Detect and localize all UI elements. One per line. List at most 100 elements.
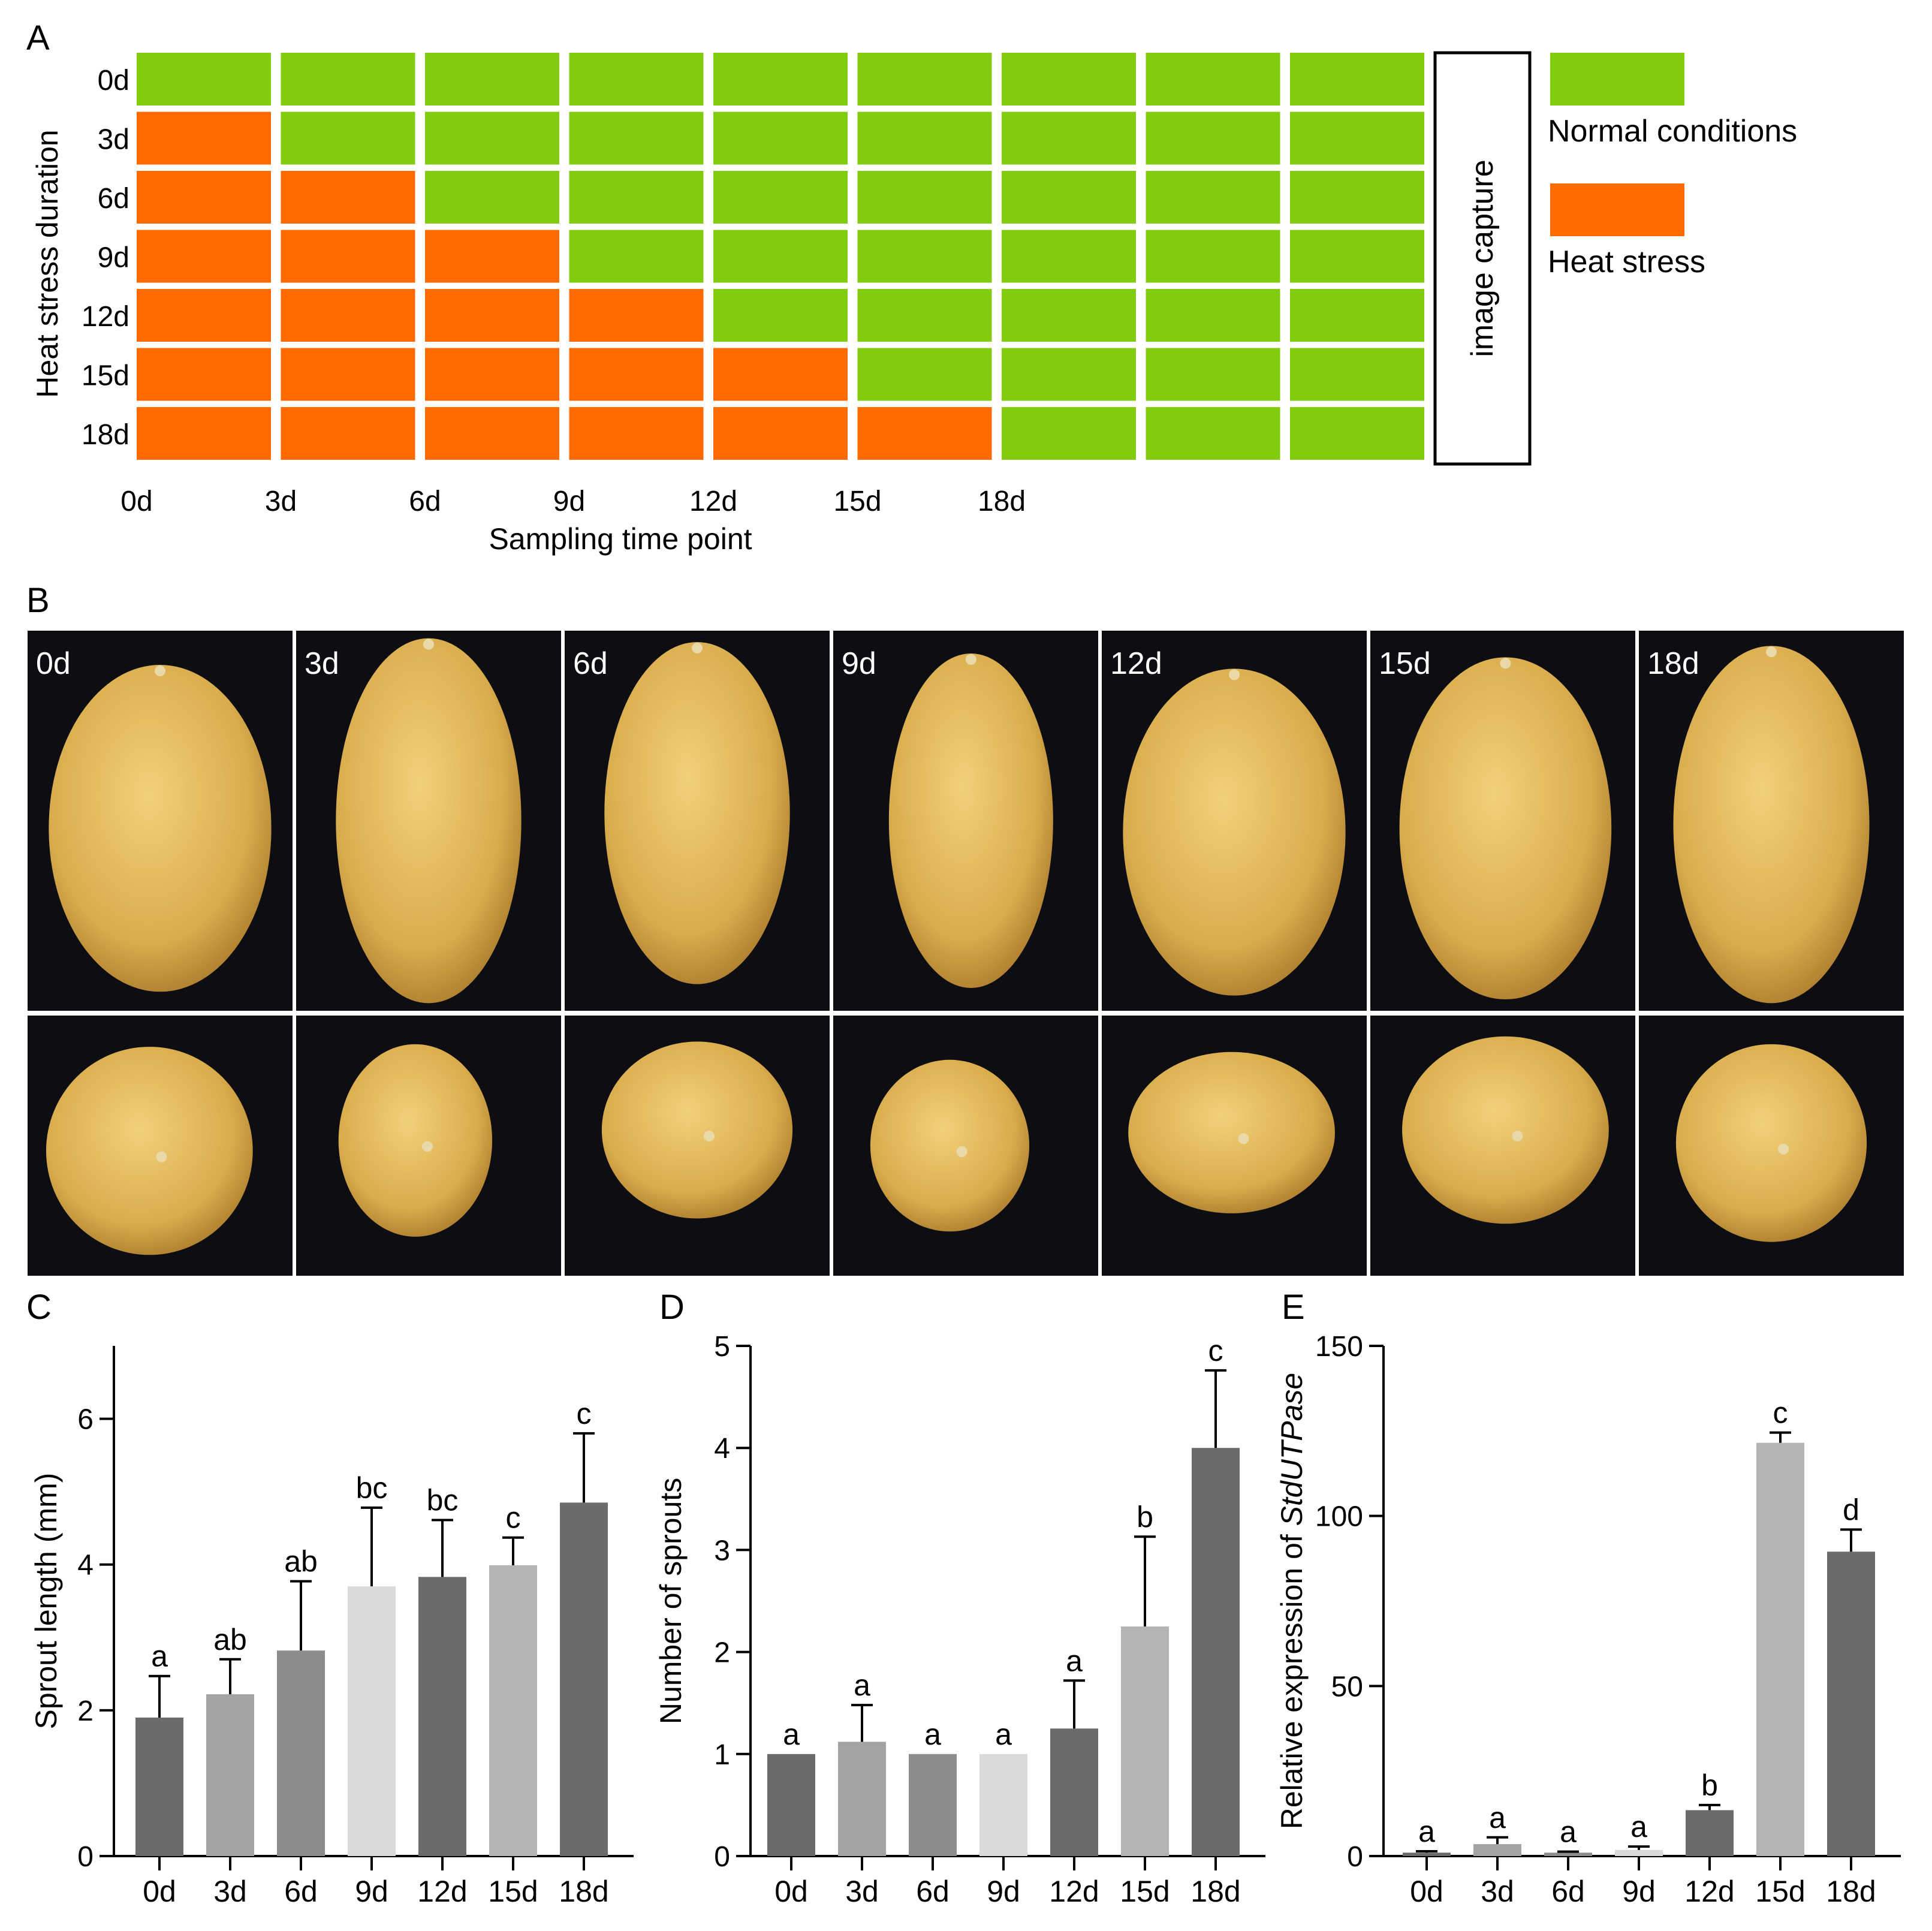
normal-cell bbox=[857, 112, 992, 165]
row-label: 3d bbox=[98, 124, 129, 156]
bar-0d bbox=[135, 1718, 183, 1856]
significance-letter: b bbox=[1137, 1500, 1153, 1534]
bar-3d bbox=[1473, 1844, 1521, 1856]
potato-tuber bbox=[604, 642, 790, 984]
bar-6d bbox=[277, 1650, 325, 1856]
x-tick-label: 3d bbox=[1481, 1875, 1514, 1908]
potato-tuber bbox=[1128, 1052, 1335, 1213]
heat-cell bbox=[137, 230, 271, 283]
potato-tuber bbox=[1399, 657, 1612, 999]
x-tick-label: 6d bbox=[1551, 1875, 1585, 1908]
row-label: 18d bbox=[82, 419, 129, 451]
normal-cell bbox=[713, 289, 848, 342]
x-tick-label: 15d bbox=[488, 1875, 538, 1908]
normal-cell bbox=[713, 53, 848, 106]
normal-cell bbox=[569, 53, 704, 106]
potato-tuber bbox=[888, 653, 1053, 988]
sprout bbox=[156, 1151, 167, 1162]
photo-day-label: 9d bbox=[842, 646, 876, 681]
significance-letter: a bbox=[151, 1640, 168, 1673]
bar-18d bbox=[1192, 1448, 1240, 1856]
photo-day-label: 15d bbox=[1379, 646, 1431, 681]
heat-cell bbox=[569, 348, 704, 401]
y-tick-label: 4 bbox=[77, 1550, 94, 1581]
normal-cell bbox=[1146, 407, 1280, 460]
significance-letter: c bbox=[506, 1501, 521, 1535]
significance-letter: b bbox=[1701, 1769, 1718, 1802]
normal-cell bbox=[1146, 112, 1280, 165]
normal-cell bbox=[569, 230, 704, 283]
sprout bbox=[1512, 1130, 1523, 1141]
bar-6d bbox=[909, 1754, 957, 1856]
sprout bbox=[1229, 669, 1240, 680]
heat-cell bbox=[281, 407, 415, 460]
normal-cell bbox=[713, 171, 848, 224]
y-tick-label: 4 bbox=[714, 1433, 730, 1465]
y-tick-label: 6 bbox=[77, 1404, 94, 1436]
x-tick-label: 18d bbox=[1190, 1875, 1240, 1908]
sprout-number-chart: D 0 1 2 3 4 5 a 0d a 3d a 6d a 9d a 12d b 15d c 18d Number of… bbox=[654, 1288, 1265, 1908]
legend-swatch bbox=[1550, 183, 1684, 236]
heat-cell bbox=[281, 348, 415, 401]
y-tick-label: 150 bbox=[1315, 1331, 1363, 1363]
y-axis-title: Relative expression of StdUTPase bbox=[1275, 1373, 1309, 1829]
y-axis-title: Number of sprouts bbox=[654, 1478, 688, 1724]
normal-cell bbox=[1146, 53, 1280, 106]
x-tick-label: 0d bbox=[1410, 1875, 1443, 1908]
image-capture-box bbox=[1433, 51, 1532, 466]
normal-cell bbox=[1290, 230, 1424, 283]
bar-3d bbox=[838, 1742, 886, 1856]
x-tick-label: 12d bbox=[1049, 1875, 1099, 1908]
normal-cell bbox=[857, 289, 992, 342]
potato-tuber bbox=[336, 638, 522, 1004]
normal-cell bbox=[569, 171, 704, 224]
y-tick-label: 50 bbox=[1331, 1671, 1363, 1703]
x-tick-label: 0d bbox=[143, 1875, 176, 1908]
heat-cell bbox=[281, 289, 415, 342]
x-tick-label: 12d bbox=[1684, 1875, 1734, 1908]
normal-cell bbox=[569, 112, 704, 165]
bar-9d bbox=[979, 1754, 1027, 1856]
normal-cell bbox=[1002, 407, 1136, 460]
significance-letter: d bbox=[1843, 1493, 1859, 1526]
normal-cell bbox=[1146, 289, 1280, 342]
normal-cell bbox=[713, 112, 848, 165]
significance-letter: ab bbox=[284, 1545, 318, 1578]
normal-cell bbox=[425, 53, 559, 106]
heat-cell bbox=[137, 289, 271, 342]
row-label: 15d bbox=[82, 360, 129, 392]
significance-letter: a bbox=[995, 1718, 1012, 1751]
bar-12d bbox=[1686, 1810, 1734, 1856]
sprout bbox=[704, 1130, 715, 1141]
significance-letter: a bbox=[1630, 1810, 1647, 1843]
normal-cell bbox=[1146, 230, 1280, 283]
potato-tuber bbox=[49, 665, 272, 992]
normal-cell bbox=[1002, 230, 1136, 283]
y-tick-label: 2 bbox=[714, 1637, 730, 1669]
y-tick-label: 0 bbox=[714, 1841, 730, 1873]
x-tick-label: 6d bbox=[409, 486, 441, 517]
panel-letter: E bbox=[1282, 1288, 1305, 1327]
x-tick-label: 9d bbox=[553, 486, 585, 517]
sprout bbox=[1778, 1143, 1789, 1155]
potato-tuber bbox=[46, 1047, 253, 1255]
bar-12d bbox=[1050, 1728, 1098, 1856]
legend-label: Normal conditions bbox=[1548, 114, 1797, 149]
normal-cell bbox=[857, 230, 992, 283]
x-tick-label: 6d bbox=[916, 1875, 950, 1908]
y-tick-label: 100 bbox=[1315, 1501, 1363, 1533]
x-axis-title: Sampling time point bbox=[489, 522, 752, 556]
normal-cell bbox=[713, 230, 848, 283]
sprout bbox=[956, 1146, 967, 1157]
bar-15d bbox=[1121, 1626, 1169, 1856]
significance-letter: c bbox=[1208, 1334, 1223, 1367]
heat-cell bbox=[281, 230, 415, 283]
heat-cell bbox=[137, 348, 271, 401]
x-tick-label: 0d bbox=[774, 1875, 808, 1908]
normal-cell bbox=[1002, 348, 1136, 401]
y-tick-label: 3 bbox=[714, 1535, 730, 1567]
panel-letter: C bbox=[26, 1288, 52, 1327]
y-tick-label: 1 bbox=[714, 1739, 730, 1771]
x-tick-label: 12d bbox=[417, 1875, 467, 1908]
x-tick-label: 9d bbox=[355, 1875, 388, 1908]
